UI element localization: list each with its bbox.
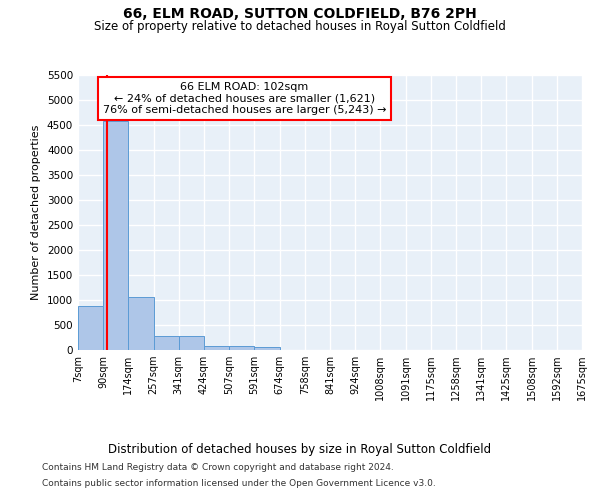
Text: Distribution of detached houses by size in Royal Sutton Coldfield: Distribution of detached houses by size … bbox=[109, 442, 491, 456]
Bar bbox=[204, 346, 229, 350]
Text: 66 ELM ROAD: 102sqm
← 24% of detached houses are smaller (1,621)
76% of semi-det: 66 ELM ROAD: 102sqm ← 24% of detached ho… bbox=[103, 82, 386, 115]
Bar bbox=[154, 336, 179, 350]
Text: Contains HM Land Registry data © Crown copyright and database right 2024.: Contains HM Land Registry data © Crown c… bbox=[42, 464, 394, 472]
Bar bbox=[229, 346, 254, 350]
Bar bbox=[78, 306, 103, 350]
Bar bbox=[254, 347, 280, 350]
Text: Contains public sector information licensed under the Open Government Licence v3: Contains public sector information licen… bbox=[42, 478, 436, 488]
Bar bbox=[103, 121, 128, 350]
Bar bbox=[128, 297, 154, 350]
Text: Size of property relative to detached houses in Royal Sutton Coldfield: Size of property relative to detached ho… bbox=[94, 20, 506, 33]
Y-axis label: Number of detached properties: Number of detached properties bbox=[31, 125, 41, 300]
Text: 66, ELM ROAD, SUTTON COLDFIELD, B76 2PH: 66, ELM ROAD, SUTTON COLDFIELD, B76 2PH bbox=[123, 8, 477, 22]
Bar bbox=[179, 336, 204, 350]
